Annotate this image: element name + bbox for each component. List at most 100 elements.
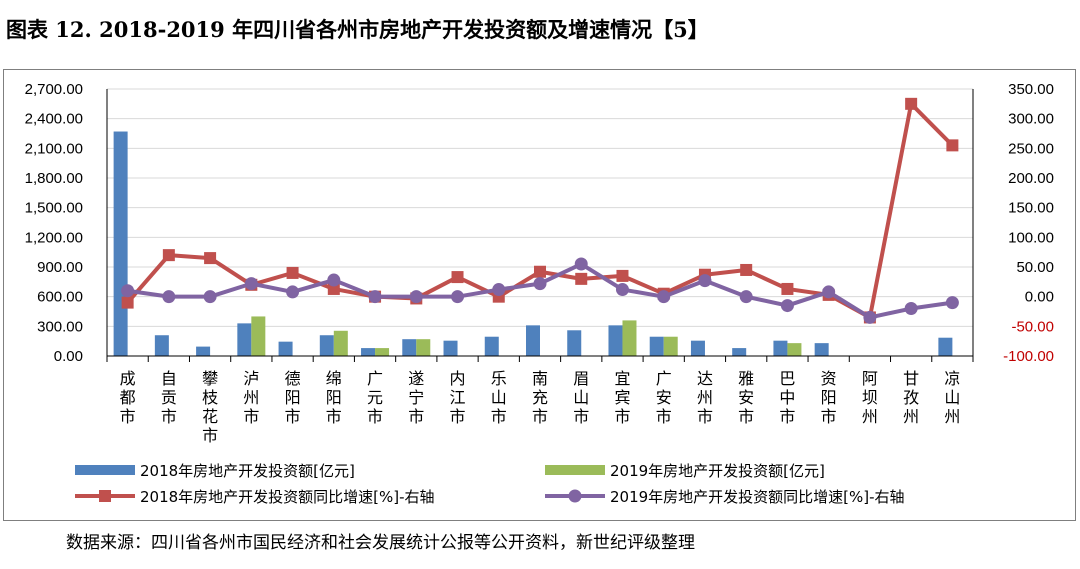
bar-2018 (237, 323, 252, 356)
marker-2019-growth (286, 285, 300, 299)
marker-2018-growth (451, 271, 464, 284)
marker-2018-growth (781, 282, 794, 295)
bar-2019 (251, 316, 266, 356)
bar-2019 (375, 348, 390, 356)
category-label: 德阳市 (285, 369, 301, 426)
legend-item: 2019年房地产开发投资额[亿元] (545, 462, 825, 480)
y-right-tick-label: 350.00 (1008, 81, 1054, 98)
legend-swatch (545, 465, 605, 475)
category-label: 巴中市 (779, 369, 795, 426)
bar-2019 (663, 336, 678, 356)
marker-2018-growth (575, 272, 588, 285)
category-label: 泸州市 (243, 369, 259, 426)
gridlines (107, 88, 973, 357)
bar-2019 (333, 330, 348, 356)
y-left-tick-label: 0.00 (54, 348, 83, 365)
marker-2019-growth (822, 285, 836, 299)
category-label: 凉山州 (944, 369, 960, 426)
marker-2019-growth (451, 290, 465, 304)
y-right-tick-label: -50.00 (1011, 318, 1054, 335)
y-right-tick-label: 300.00 (1008, 111, 1054, 128)
chart-frame (3, 69, 1076, 521)
y-right-tick-label: 200.00 (1008, 170, 1054, 187)
y-left-tick-label: 2,100.00 (25, 140, 83, 157)
marker-2018-growth (121, 296, 134, 309)
category-label: 眉山市 (573, 369, 589, 426)
marker-2019-growth (945, 296, 959, 310)
category-label: 遂宁市 (408, 369, 424, 426)
marker-2018-growth (616, 269, 629, 282)
y-right-tick-label: 50.00 (1016, 259, 1054, 276)
bar-2018 (690, 340, 705, 356)
y-left-tick-label: 2,400.00 (25, 111, 83, 128)
y-right-tick-label: 150.00 (1008, 200, 1054, 217)
legend: 2018年房地产开发投资额[亿元] 2019年房地产开发投资额[亿元] 2018年房… (75, 462, 905, 506)
category-label: 广元市 (367, 369, 383, 426)
bar-2018 (484, 336, 499, 356)
bar-2018 (649, 336, 664, 356)
y-left-tick-label: 900.00 (37, 259, 83, 276)
marker-2019-growth (657, 290, 671, 304)
marker-2019-growth (780, 299, 794, 313)
y-left-tick-label: 1,200.00 (25, 229, 83, 246)
bar-2018 (732, 348, 747, 356)
category-label: 雅安市 (738, 369, 754, 426)
y-left-tick-label: 2,700.00 (25, 81, 83, 98)
marker-2019-growth (615, 283, 629, 297)
marker-2019-growth (368, 290, 382, 304)
marker-2019-growth (492, 283, 506, 297)
bar-2018 (196, 346, 211, 356)
y-left-tick-label: 1,800.00 (25, 170, 83, 187)
legend-item: 2018年房地产开发投资额同比增速[%]-右轴 (75, 488, 435, 506)
category-label: 攀枝花市 (202, 369, 218, 445)
legend-label: 2018年房地产开发投资额[亿元] (140, 462, 355, 480)
bar-2018 (361, 348, 376, 356)
legend-item: 2018年房地产开发投资额[亿元] (75, 462, 355, 480)
y-left-tick-label: 1,500.00 (25, 200, 83, 217)
marker-2018-growth (327, 282, 340, 295)
category-label: 资阳市 (821, 369, 837, 426)
legend-item: 2019年房地产开发投资额同比增速[%]-右轴 (545, 488, 905, 506)
legend-marker (99, 490, 111, 502)
y-left-tick-label: 300.00 (37, 318, 83, 335)
marker-2019-growth (574, 257, 588, 271)
y-right-tick-label: 0.00 (1025, 289, 1054, 306)
bar-2018 (113, 131, 128, 356)
bars (113, 131, 953, 356)
category-label: 广安市 (656, 369, 672, 426)
lines (121, 97, 959, 324)
marker-2018-growth (905, 97, 918, 110)
bar-2018 (278, 341, 293, 356)
marker-2018-growth (162, 249, 175, 262)
marker-2019-growth (863, 310, 877, 324)
marker-2019-growth (327, 273, 341, 287)
marker-2018-growth (740, 263, 753, 276)
marker-2019-growth (904, 302, 918, 316)
data-source-note: 数据来源：四川省各州市国民经济和社会发展统计公报等公开资料，新世纪评级整理 (66, 533, 695, 553)
marker-2018-growth (946, 139, 959, 152)
chart-title: 图表 12. 2018-2019 年四川省各州市房地产开发投资额及增速情况【5】 (6, 17, 709, 42)
category-label: 内江市 (450, 369, 466, 426)
marker-2018-growth (534, 265, 546, 278)
category-label: 成都市 (120, 369, 136, 426)
bar-2018 (154, 335, 169, 356)
category-label: 宜宾市 (614, 369, 630, 426)
bar-2018 (938, 337, 953, 356)
category-label: 达州市 (697, 369, 713, 426)
legend-swatch (75, 465, 135, 475)
category-label: 自贡市 (161, 369, 177, 426)
y-right-tick-label: 100.00 (1008, 229, 1054, 246)
bar-2019 (787, 343, 802, 356)
marker-2019-growth (409, 290, 423, 304)
bar-2018 (319, 335, 334, 356)
legend-label: 2019年房地产开发投资额[亿元] (610, 462, 825, 480)
marker-2019-growth (162, 290, 176, 304)
bar-2019 (622, 320, 637, 356)
marker-2019-growth (244, 277, 258, 291)
legend-label: 2019年房地产开发投资额同比增速[%]-右轴 (610, 488, 905, 506)
bar-2018 (814, 343, 829, 356)
category-label: 南充市 (532, 369, 548, 426)
legend-label: 2018年房地产开发投资额同比增速[%]-右轴 (140, 488, 435, 506)
marker-2019-growth (203, 290, 217, 304)
